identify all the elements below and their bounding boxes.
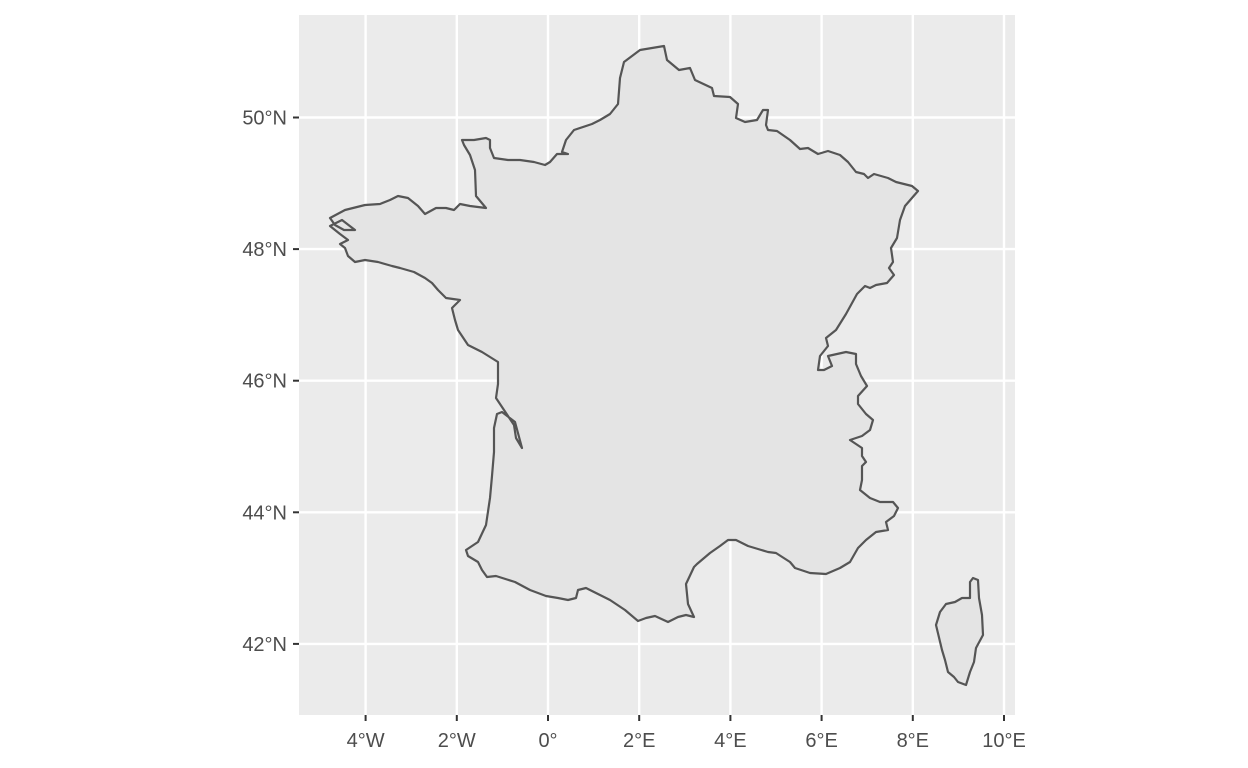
y-tick-label: 44°N	[242, 502, 287, 524]
x-tick-label: 2°W	[438, 730, 476, 752]
x-tick-label: 10°E	[982, 730, 1026, 752]
x-tick-label: 8°E	[897, 730, 929, 752]
x-tick-label: 0°	[538, 730, 557, 752]
x-tick-label: 6°E	[805, 730, 837, 752]
mainland-france	[328, 44, 920, 624]
y-axis: 50°N 48°N 46°N 44°N 42°N	[242, 108, 299, 656]
y-tick-label: 50°N	[242, 108, 287, 130]
x-tick-label: 2°E	[623, 730, 655, 752]
y-tick-label: 42°N	[242, 634, 287, 656]
x-axis: 4°W 2°W 0° 2°E 4°E 6°E 8°E 10°E	[347, 715, 1026, 752]
x-tick-label: 4°E	[714, 730, 746, 752]
y-tick-label: 48°N	[242, 239, 287, 261]
x-tick-label: 4°W	[347, 730, 385, 752]
corsica	[934, 576, 985, 687]
y-tick-label: 46°N	[242, 371, 287, 393]
